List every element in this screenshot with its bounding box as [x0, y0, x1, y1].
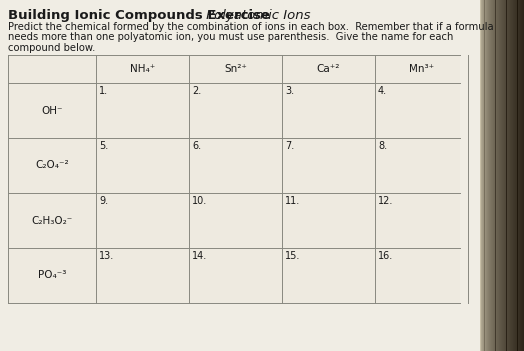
Bar: [503, 0, 504, 351]
Text: 12.: 12.: [378, 196, 394, 206]
Text: 5.: 5.: [99, 141, 108, 151]
Bar: [491, 0, 492, 351]
Bar: [8, 55, 460, 303]
Bar: [480, 0, 481, 351]
Text: 4.: 4.: [378, 86, 387, 96]
Text: 16.: 16.: [378, 251, 393, 261]
Bar: [482, 0, 484, 351]
Text: 2.: 2.: [192, 86, 201, 96]
Bar: [511, 0, 512, 351]
Bar: [486, 0, 487, 351]
Text: C₂O₄⁻²: C₂O₄⁻²: [35, 160, 69, 171]
Text: Building Ionic Compounds Exercise: Building Ionic Compounds Exercise: [8, 9, 270, 22]
Bar: [521, 0, 522, 351]
Bar: [514, 0, 515, 351]
Bar: [517, 0, 519, 351]
Text: 11.: 11.: [285, 196, 300, 206]
Bar: [509, 0, 510, 351]
Bar: [505, 0, 507, 351]
Text: NH₄⁺: NH₄⁺: [130, 64, 155, 74]
Bar: [506, 0, 508, 351]
Text: – Polyatomic Ions: – Polyatomic Ions: [191, 9, 311, 22]
Bar: [499, 0, 500, 351]
Text: 1.: 1.: [99, 86, 108, 96]
Bar: [497, 0, 498, 351]
Text: Ca⁺²: Ca⁺²: [317, 64, 340, 74]
Bar: [490, 0, 491, 351]
Text: 10.: 10.: [192, 196, 208, 206]
Bar: [500, 0, 501, 351]
Bar: [494, 0, 496, 351]
Bar: [495, 0, 497, 351]
Text: 7.: 7.: [285, 141, 294, 151]
Bar: [498, 0, 499, 351]
Text: Predict the chemical formed by the combination of ions in each box.  Remember th: Predict the chemical formed by the combi…: [8, 22, 494, 32]
Bar: [515, 0, 516, 351]
Bar: [483, 0, 485, 351]
Text: 14.: 14.: [192, 251, 208, 261]
Text: PO₄⁻³: PO₄⁻³: [38, 271, 66, 280]
Bar: [502, 0, 503, 351]
Bar: [512, 0, 513, 351]
Bar: [504, 0, 506, 351]
Bar: [487, 0, 488, 351]
Text: needs more than one polyatomic ion, you must use parenthesis.  Give the name for: needs more than one polyatomic ion, you …: [8, 33, 453, 42]
Text: 9.: 9.: [99, 196, 108, 206]
Bar: [520, 0, 521, 351]
Text: 13.: 13.: [99, 251, 114, 261]
Bar: [484, 0, 486, 351]
Bar: [516, 0, 518, 351]
Bar: [493, 0, 495, 351]
Bar: [513, 0, 514, 351]
Bar: [510, 0, 511, 351]
Text: compound below.: compound below.: [8, 43, 95, 53]
Text: 6.: 6.: [192, 141, 201, 151]
Bar: [492, 0, 493, 351]
Bar: [488, 0, 489, 351]
Text: Mn³⁺: Mn³⁺: [409, 64, 434, 74]
Text: Sn²⁺: Sn²⁺: [224, 64, 247, 74]
Bar: [523, 0, 524, 351]
Bar: [522, 0, 523, 351]
Text: OH⁻: OH⁻: [41, 106, 63, 115]
Text: C₂H₃O₂⁻: C₂H₃O₂⁻: [31, 216, 73, 225]
Bar: [501, 0, 502, 351]
Text: 3.: 3.: [285, 86, 294, 96]
Text: 15.: 15.: [285, 251, 300, 261]
Bar: [519, 0, 520, 351]
Bar: [489, 0, 490, 351]
Text: 8.: 8.: [378, 141, 387, 151]
Bar: [508, 0, 509, 351]
Bar: [481, 0, 482, 351]
